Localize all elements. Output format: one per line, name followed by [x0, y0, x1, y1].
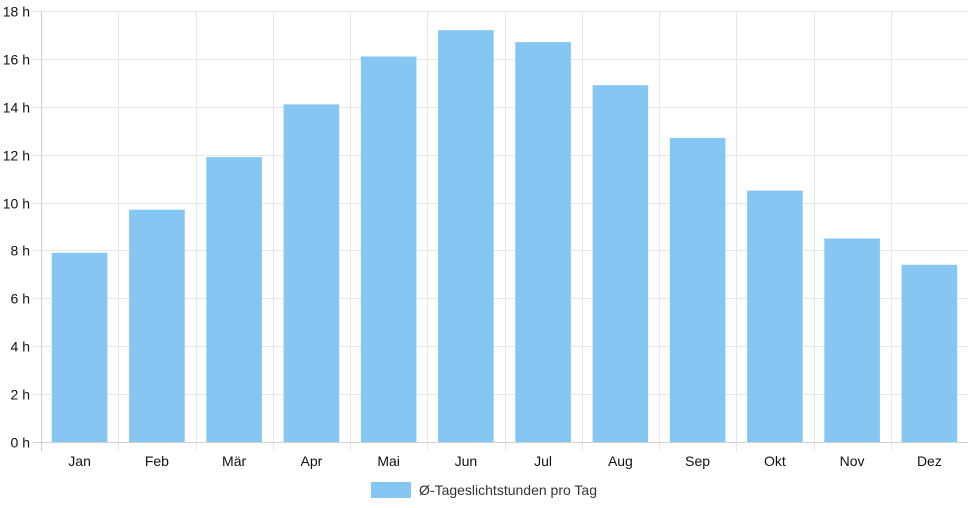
bar[interactable] — [824, 238, 880, 443]
y-tick-label: 4 h — [11, 339, 30, 355]
y-tick-label: 18 h — [3, 4, 30, 20]
bar[interactable] — [438, 30, 494, 442]
y-tick-label: 12 h — [3, 148, 30, 164]
y-tick-label: 16 h — [3, 52, 30, 68]
x-tick-label: Apr — [301, 453, 323, 469]
bar-chart: 0 h 2 h 4 h 6 h 8 h 10 h 12 h 14 h 16 h 18 h Jan Fe… — [3, 4, 968, 469]
bar[interactable] — [747, 190, 803, 442]
x-tick-label: Nov — [840, 453, 865, 469]
x-tick-label: Mai — [377, 453, 400, 469]
y-tick-label: 6 h — [11, 291, 30, 307]
legend-swatch[interactable] — [371, 482, 412, 498]
bar[interactable] — [360, 56, 417, 443]
x-tick-label: Okt — [764, 453, 786, 469]
bar[interactable] — [901, 264, 958, 442]
bar[interactable] — [283, 104, 340, 443]
bar[interactable] — [206, 157, 262, 442]
y-tick-label: 10 h — [3, 196, 30, 212]
x-tick-label: Jul — [534, 453, 552, 469]
x-tick-label: Jun — [455, 453, 478, 469]
x-tick-label: Mär — [222, 453, 246, 469]
y-tick-label: 2 h — [11, 387, 30, 403]
y-tick-label: 8 h — [11, 243, 30, 259]
x-tick-label: Jan — [68, 453, 91, 469]
bar[interactable] — [515, 42, 571, 442]
x-tick-label: Feb — [145, 453, 169, 469]
legend-label: Ø-Tageslichtstunden pro Tag — [419, 482, 597, 498]
bar[interactable] — [669, 137, 726, 442]
legend[interactable]: Ø-Tageslichtstunden pro Tag — [0, 478, 968, 502]
bar[interactable] — [51, 252, 108, 442]
bar[interactable] — [129, 209, 185, 442]
x-tick-label: Aug — [608, 453, 633, 469]
x-tick-label: Sep — [685, 453, 710, 469]
y-tick-label: 0 h — [11, 435, 30, 451]
y-tick-label: 14 h — [3, 100, 30, 116]
bar[interactable] — [592, 85, 649, 442]
gridlines — [33, 11, 968, 451]
x-tick-label: Dez — [917, 453, 942, 469]
